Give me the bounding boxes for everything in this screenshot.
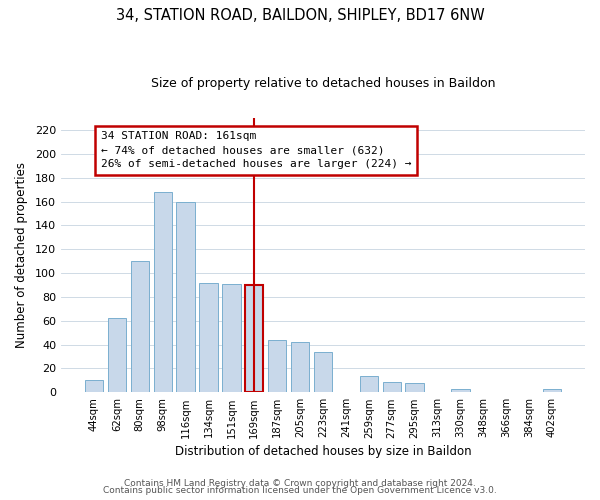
Bar: [222, 284, 241, 393]
Bar: [314, 352, 332, 393]
Bar: [154, 192, 172, 392]
Bar: [108, 318, 126, 392]
Bar: [406, 383, 424, 392]
Bar: [268, 340, 286, 392]
Y-axis label: Number of detached properties: Number of detached properties: [15, 162, 28, 348]
Bar: [131, 261, 149, 392]
Bar: [383, 382, 401, 392]
Title: Size of property relative to detached houses in Baildon: Size of property relative to detached ho…: [151, 78, 495, 90]
Bar: [291, 342, 309, 392]
Bar: [543, 388, 561, 392]
Text: Contains public sector information licensed under the Open Government Licence v3: Contains public sector information licen…: [103, 486, 497, 495]
Bar: [85, 380, 103, 392]
Bar: [199, 282, 218, 393]
Bar: [359, 376, 378, 392]
X-axis label: Distribution of detached houses by size in Baildon: Distribution of detached houses by size …: [175, 444, 472, 458]
Text: 34, STATION ROAD, BAILDON, SHIPLEY, BD17 6NW: 34, STATION ROAD, BAILDON, SHIPLEY, BD17…: [116, 8, 484, 22]
Bar: [176, 202, 195, 392]
Bar: [245, 285, 263, 393]
Bar: [451, 388, 470, 392]
Text: Contains HM Land Registry data © Crown copyright and database right 2024.: Contains HM Land Registry data © Crown c…: [124, 478, 476, 488]
Text: 34 STATION ROAD: 161sqm
← 74% of detached houses are smaller (632)
26% of semi-d: 34 STATION ROAD: 161sqm ← 74% of detache…: [101, 131, 412, 169]
